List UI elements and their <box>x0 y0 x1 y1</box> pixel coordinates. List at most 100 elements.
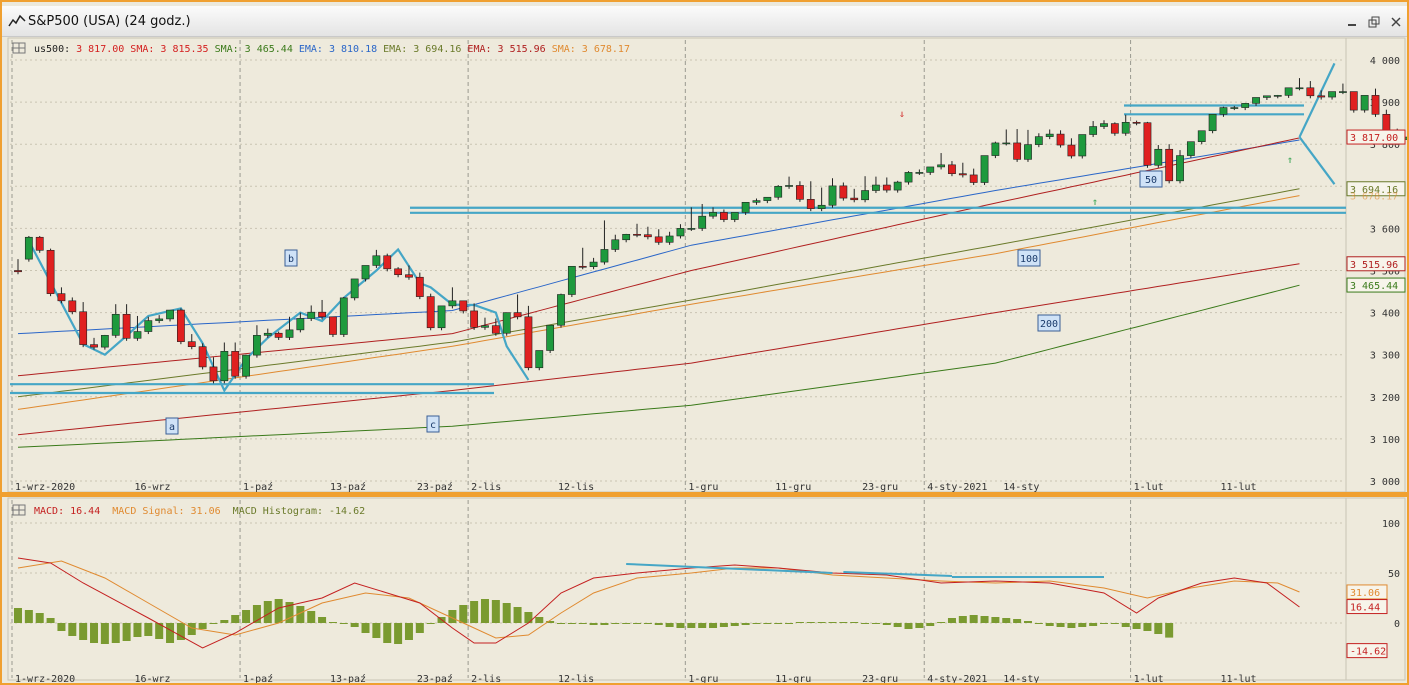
macd-histogram-bar <box>774 623 783 624</box>
y-tick-label: 3 300 <box>1370 351 1400 362</box>
bull-candle <box>133 331 142 339</box>
macd-histogram-bar <box>491 600 500 623</box>
marker-a-box <box>165 417 179 435</box>
x-tick-label: 1-lut <box>1134 482 1164 493</box>
marker-c: c <box>430 420 436 431</box>
bull-candle <box>350 278 359 299</box>
ma-line <box>17 139 1300 335</box>
candles <box>14 78 1407 384</box>
price-tag: 3 515.96 <box>1350 260 1398 271</box>
bull-candle <box>872 184 880 191</box>
bull-candle <box>1252 97 1260 104</box>
bull-candle <box>502 312 511 334</box>
macd-histogram-bar <box>176 623 185 640</box>
macd-histogram-bar <box>665 623 674 627</box>
title-bar[interactable]: S&P500 (USA) (24 godz.) <box>2 6 1407 37</box>
macd-histogram-bar <box>1154 623 1163 634</box>
y-tick-label: 3 900 <box>1370 98 1400 109</box>
buy-arrow: ⇑ <box>1287 155 1293 166</box>
bear-candle <box>948 164 956 174</box>
macd-histogram-bar <box>404 623 413 640</box>
macd-histogram-bar <box>633 623 642 624</box>
bear-candle <box>850 197 859 201</box>
macd-histogram-bar <box>654 623 663 625</box>
macd-histogram-bar <box>1034 623 1043 624</box>
crosshair-icon[interactable] <box>12 504 26 516</box>
bull-candle <box>611 239 620 250</box>
bull-candle <box>1208 114 1217 132</box>
restore-icon[interactable] <box>1367 15 1381 29</box>
macd-tag: 31.06 <box>1350 588 1380 599</box>
bear-candle <box>90 344 98 348</box>
bull-candle <box>1339 91 1347 93</box>
macd-histogram-bar <box>372 623 381 638</box>
y-tick-label: 3 400 <box>1370 309 1400 320</box>
bear-candle <box>1013 142 1022 160</box>
macd-histogram-bar <box>839 622 848 623</box>
macd-chart: 31.06 16.44 -14.62 <box>14 557 1388 659</box>
bull-candle <box>687 228 696 230</box>
macd-histogram-bar <box>198 623 207 629</box>
x-tick-label: 11-gru <box>775 674 811 683</box>
bull-candle <box>1273 95 1282 97</box>
bear-candle <box>882 184 891 191</box>
bull-candle <box>904 172 913 183</box>
bull-candle <box>1263 95 1271 98</box>
bull-candle <box>622 233 631 241</box>
bull-candle <box>111 313 120 336</box>
bear-candle <box>14 270 22 273</box>
price-tag: 3 694.16 <box>1350 185 1398 196</box>
macd-histogram-bar <box>947 618 956 623</box>
crosshair-icon[interactable] <box>12 42 26 54</box>
macd-tag-box <box>1346 599 1388 615</box>
bull-candle <box>1219 107 1228 115</box>
y-tick-label: 3 500 <box>1370 267 1400 278</box>
x-tick-label: 12-lis <box>558 482 594 493</box>
x-tick-label: 1-gru <box>688 674 718 683</box>
macd-histogram-bar <box>741 623 750 625</box>
bull-candle <box>763 196 772 201</box>
macd-histogram-bar <box>817 622 826 623</box>
macd-grid: 100 50 0 <box>10 519 1400 630</box>
bull-candle <box>1230 107 1239 109</box>
macd-histogram-bar <box>611 623 620 624</box>
macd-histogram-bar <box>698 623 707 628</box>
macd-histogram-bar <box>589 623 598 625</box>
y-tick-label: 3 000 <box>1370 477 1400 488</box>
bear-candle <box>1317 95 1326 98</box>
macd-histogram-bar <box>90 623 99 643</box>
bull-candle <box>991 142 1000 156</box>
bear-candle <box>839 185 848 199</box>
macd-histogram-bar <box>296 606 305 623</box>
y-tick-label: 3 200 <box>1370 393 1400 404</box>
close-icon[interactable] <box>1389 15 1403 29</box>
bear-candle <box>524 316 533 369</box>
bear-candle <box>57 293 66 302</box>
bull-candle <box>546 324 555 351</box>
bull-candle <box>155 318 164 321</box>
bull-candle <box>307 311 316 319</box>
bull-candle <box>774 186 783 198</box>
bear-candle <box>209 366 218 382</box>
macd-histogram-bar <box>1013 619 1022 623</box>
pattern-markers: a b c 50 100 200 ⇓ ⇑ ⇑ <box>165 109 1293 435</box>
sell-arrow: ⇓ <box>899 109 905 120</box>
macd-histogram-bar <box>524 612 533 623</box>
macd-signal-line <box>17 560 1300 639</box>
ma-line <box>17 284 1300 448</box>
macd-histogram-bar <box>806 622 815 623</box>
marker-200-box <box>1037 314 1061 332</box>
bear-candle <box>1371 95 1380 115</box>
bear-candle <box>46 249 55 294</box>
macd-histogram-bar <box>307 611 316 623</box>
marker-b-box <box>284 249 298 267</box>
bear-candle <box>122 313 131 339</box>
bear-candle <box>1067 144 1076 157</box>
bull-candle <box>448 300 457 307</box>
minimize-icon[interactable] <box>1345 15 1359 29</box>
projection-line <box>1298 136 1336 185</box>
indicator-value: SMA: 3 815.35 <box>130 44 208 55</box>
macd-histogram-bar <box>57 623 66 631</box>
